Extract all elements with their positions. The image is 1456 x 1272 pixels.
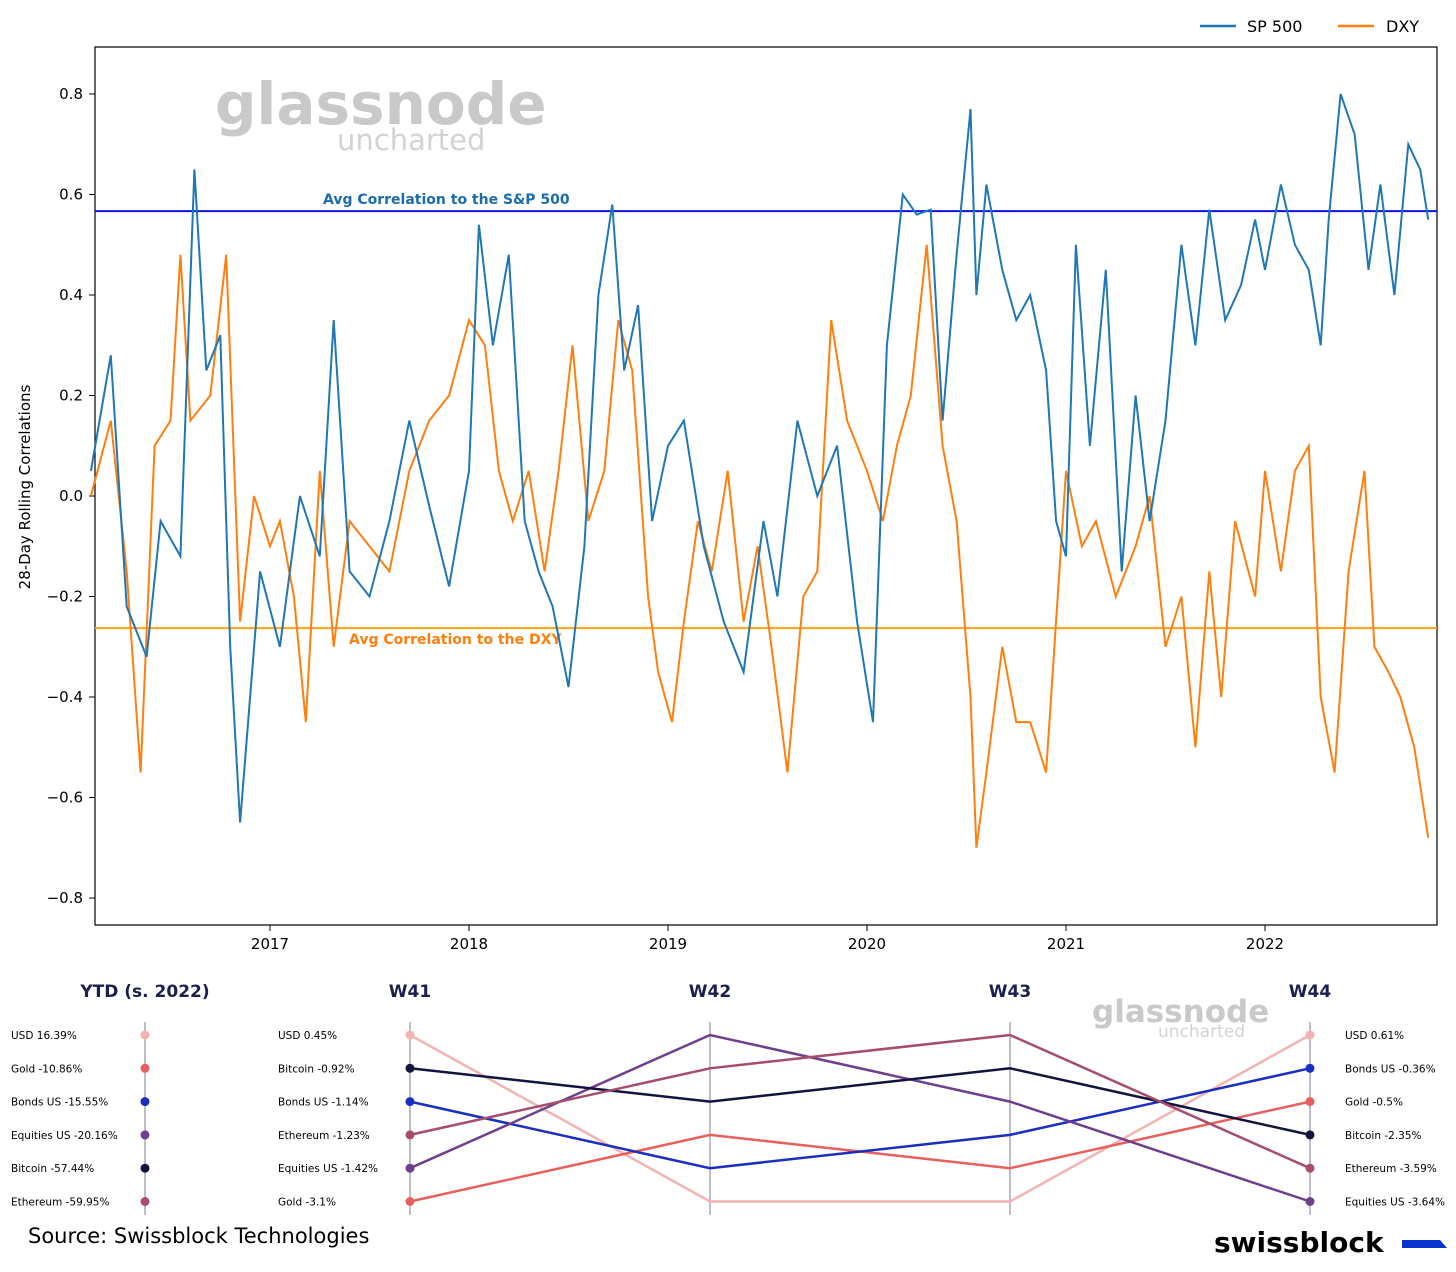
ranking-label: USD 0.45%: [278, 1030, 337, 1042]
y-axis-ticks: 0.8 0.6 0.4 0.2 0.0 −0.2 −0.4 −0.6 −0.8: [47, 85, 95, 907]
y-tick-label: 0.0: [59, 487, 83, 505]
ranking-label: Bitcoin -57.44%: [11, 1163, 94, 1175]
ranking-label: Equities US -3.64%: [1345, 1197, 1445, 1209]
ranking-label: Bitcoin -0.92%: [278, 1063, 355, 1075]
ranking-lines: [409, 1033, 1311, 1203]
ranking-labels: USD 16.39% Gold -10.86% Bonds US -15.55% Eq…: [11, 1030, 1445, 1209]
y-tick-label: −0.4: [47, 688, 83, 706]
ranking-label: Ethereum -3.59%: [1345, 1163, 1437, 1175]
ranking-label: Ethereum -59.95%: [11, 1197, 109, 1209]
x-tick-label: 2021: [1047, 935, 1085, 953]
ranking-dot: [1305, 1030, 1315, 1040]
brand-logo-text: swissblock: [1214, 1226, 1385, 1259]
ranking-label: Bitcoin -2.35%: [1345, 1130, 1422, 1142]
dxy-series-line: [89, 244, 1430, 848]
ranking-label: Bonds US -0.36%: [1345, 1063, 1436, 1075]
correlation-chart: glassnode uncharted SP 500 DXY 28-Day Ro…: [16, 17, 1438, 953]
ranking-dot: [140, 1030, 150, 1040]
ranking-dot: [1305, 1163, 1315, 1173]
x-tick-label: 2020: [848, 935, 886, 953]
ranking-line: [409, 1033, 1311, 1170]
column-header: YTD (s. 2022): [79, 982, 209, 1002]
legend-dxy-label: DXY: [1386, 17, 1419, 36]
ranking-label: Bonds US -1.14%: [278, 1097, 369, 1109]
x-tick-label: 2022: [1246, 935, 1284, 953]
y-tick-label: 0.2: [59, 387, 83, 405]
ranking-dot: [405, 1097, 415, 1107]
ranking-label: Equities US -20.16%: [11, 1130, 118, 1142]
ranking-label: Ethereum -1.23%: [278, 1130, 370, 1142]
watermark-sub-small: uncharted: [1158, 1022, 1245, 1042]
ranking-line: [409, 1033, 1311, 1203]
y-tick-label: −0.8: [47, 889, 83, 907]
y-tick-label: 0.6: [59, 186, 83, 204]
column-header: W44: [1289, 982, 1332, 1002]
source-text: Source: Swissblock Technologies: [28, 1224, 369, 1248]
legend: SP 500 DXY: [1200, 17, 1419, 36]
ranking-label: USD 0.61%: [1345, 1030, 1404, 1042]
ranking-line: [409, 1033, 1311, 1203]
ranking-label: Equities US -1.42%: [278, 1163, 378, 1175]
x-tick-label: 2017: [251, 935, 289, 953]
ranking-dot: [405, 1197, 415, 1206]
legend-sp500-label: SP 500: [1247, 17, 1302, 36]
column-header: W43: [989, 982, 1031, 1002]
x-tick-label: 2018: [450, 935, 488, 953]
ranking-dot: [1305, 1197, 1315, 1206]
watermark-main-small: glassnode: [1092, 994, 1269, 1030]
avg-sp500-reference-label: Avg Correlation to the S&P 500: [323, 192, 570, 208]
column-header: W41: [389, 982, 431, 1002]
ranking-dot: [405, 1030, 415, 1040]
ranking-dot: [140, 1097, 150, 1107]
y-tick-label: 0.4: [59, 286, 83, 304]
ranking-dot: [1305, 1063, 1315, 1073]
ranking-dot: [1305, 1130, 1315, 1140]
sp500-series-line: [89, 93, 1430, 823]
column-header: W42: [689, 982, 731, 1002]
plot-frame: [94, 46, 1438, 926]
y-axis-label: 28-Day Rolling Correlations: [16, 384, 34, 589]
watermark-main: glassnode: [215, 70, 547, 138]
ranking-column-axes: [144, 1022, 1311, 1215]
y-tick-label: −0.6: [47, 789, 83, 807]
ranking-dot: [1305, 1097, 1315, 1107]
ranking-label: USD 16.39%: [11, 1030, 77, 1042]
ranking-label: Gold -10.86%: [11, 1063, 82, 1075]
ranking-label: Bonds US -15.55%: [11, 1097, 108, 1109]
avg-dxy-reference-label: Avg Correlation to the DXY: [349, 632, 562, 648]
watermark-sub: uncharted: [337, 123, 485, 157]
ranking-label: Gold -0.5%: [1345, 1097, 1403, 1109]
ranking-dot: [140, 1063, 150, 1073]
ranking-column-headers: YTD (s. 2022) W41 W42 W43 W44: [79, 982, 1331, 1002]
x-axis-ticks: 2017 2018 2019 2020 2021 2022: [251, 925, 1284, 953]
y-tick-label: −0.2: [47, 588, 83, 606]
ranking-dot: [140, 1163, 150, 1173]
ranking-dot: [405, 1130, 415, 1140]
weekly-ranking-chart: glassnode uncharted YTD (s. 2022) W41 W42 W…: [11, 982, 1447, 1259]
ranking-line: [409, 1067, 1311, 1137]
ranking-dot: [405, 1063, 415, 1073]
brand-mark-icon: [1402, 1240, 1447, 1248]
y-tick-label: 0.8: [59, 85, 83, 103]
ranking-label: Gold -3.1%: [278, 1197, 336, 1209]
x-tick-label: 2019: [649, 935, 687, 953]
ranking-dots: [140, 1030, 1315, 1206]
ranking-dot: [405, 1163, 415, 1173]
ranking-dot: [140, 1197, 150, 1206]
ranking-dot: [140, 1130, 150, 1140]
